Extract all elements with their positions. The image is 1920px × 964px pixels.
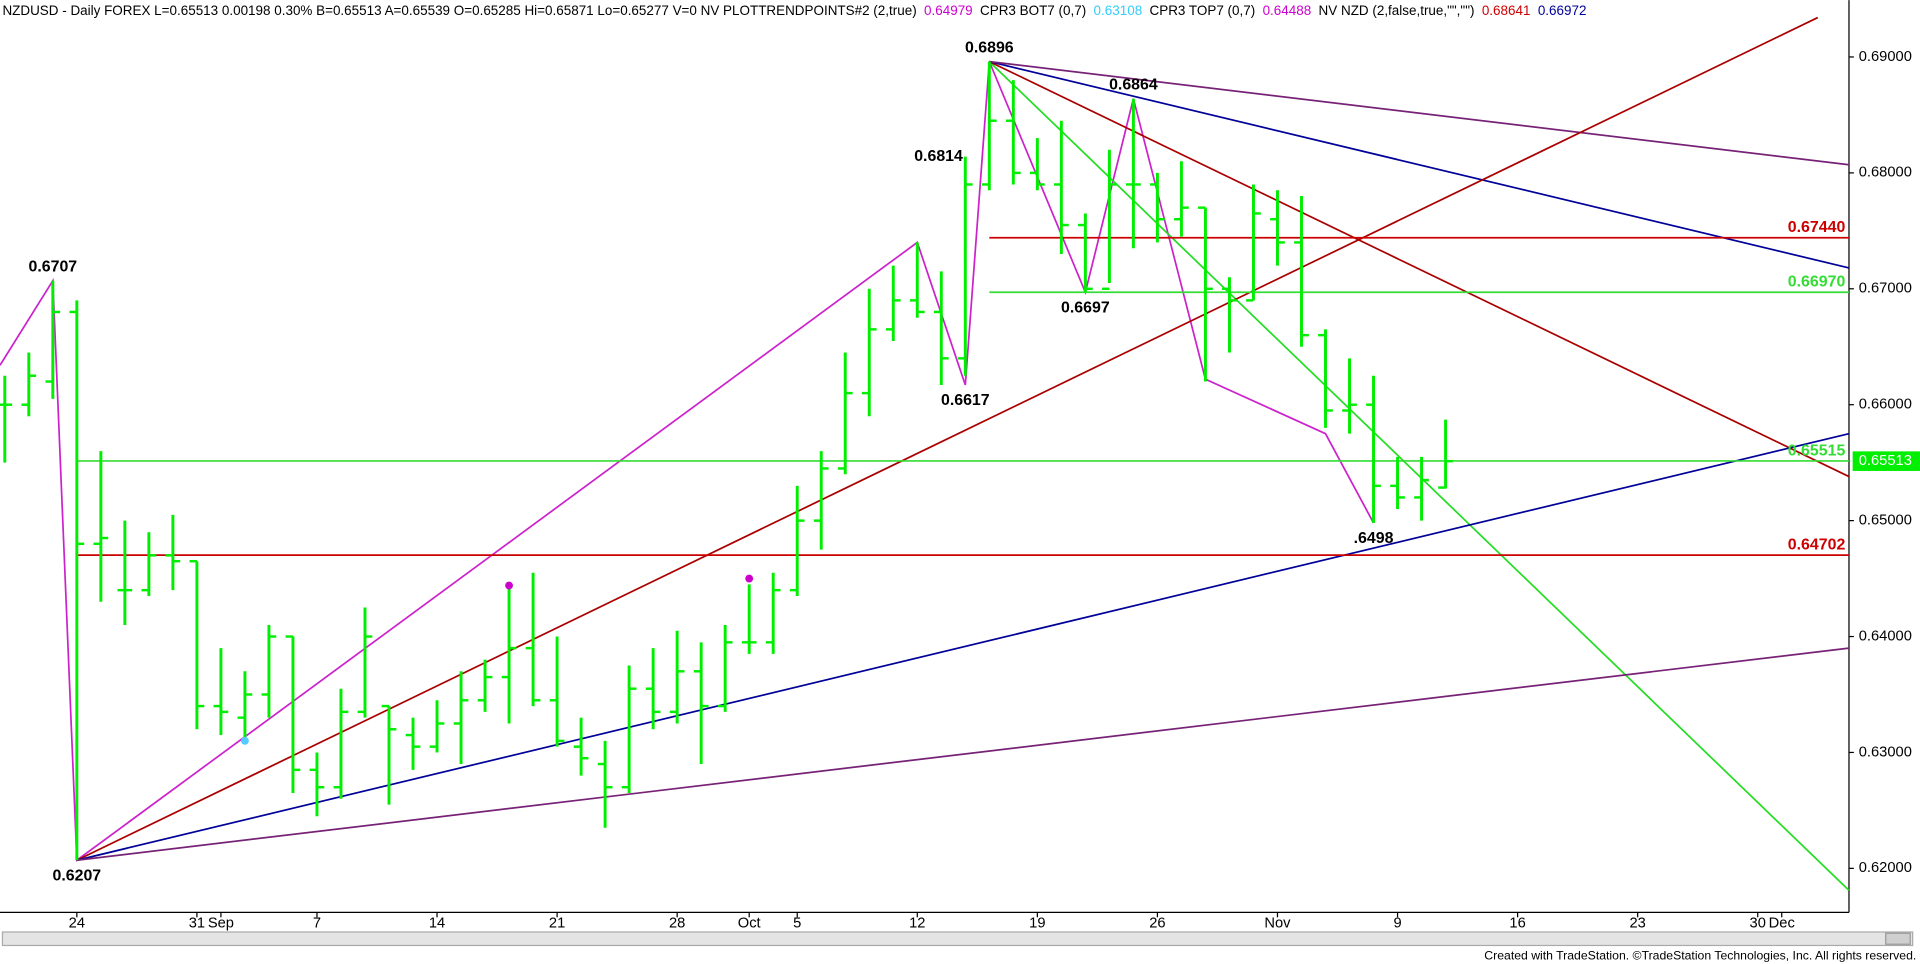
- trend-line: [76, 432, 1850, 862]
- x-tick-label: Dec: [1769, 915, 1795, 931]
- x-tick-label: 9: [1393, 915, 1401, 931]
- x-tick-label: 28: [669, 915, 685, 931]
- last-price-box: [1852, 451, 1920, 471]
- x-tick-label: 16: [1509, 915, 1525, 931]
- point-label: .6498: [1354, 530, 1394, 547]
- trend-line: [76, 647, 1850, 862]
- scrollbar[interactable]: [1, 931, 1914, 947]
- point-label: 0.6864: [1109, 76, 1158, 93]
- point-label: 0.6814: [914, 148, 963, 165]
- header-item: 0.68641: [1482, 3, 1531, 18]
- point-label: 0.6207: [53, 867, 102, 884]
- x-tick-label: 30: [1750, 915, 1766, 931]
- x-tick-label: 7: [313, 915, 321, 931]
- chart-header: NZDUSD - Daily FOREX L=0.65513 0.00198 0…: [2, 3, 1586, 18]
- level-label: 0.67440: [1788, 219, 1846, 236]
- x-tick-label: Sep: [208, 915, 234, 931]
- y-tick-label: 0.68000: [1859, 165, 1912, 181]
- header-item: 0.63108: [1094, 3, 1143, 18]
- x-tick-label: 26: [1149, 915, 1165, 931]
- x-tick-label: 12: [909, 915, 925, 931]
- header-item: 0.64979: [924, 3, 973, 18]
- header-item: CPR3 TOP7 (0,7): [1150, 3, 1256, 18]
- point-label: 0.6896: [965, 39, 1014, 56]
- level-label: 0.65515: [1788, 442, 1846, 459]
- header-item: CPR3 BOT7 (0,7): [980, 3, 1086, 18]
- x-tick-label: 19: [1029, 915, 1045, 931]
- y-tick-label: 0.69000: [1859, 49, 1912, 65]
- trend-line: [989, 60, 1850, 166]
- y-tick-label: 0.67000: [1859, 281, 1912, 297]
- trend-line: [76, 16, 1819, 862]
- footer: Created with TradeStation. ©TradeStation…: [1484, 949, 1916, 963]
- x-tick-label: 31: [189, 915, 205, 931]
- level-label: 0.66970: [1788, 274, 1846, 291]
- x-tick-label: 5: [793, 915, 801, 931]
- y-tick-label: 0.63000: [1859, 744, 1912, 760]
- y-tick-label: 0.64000: [1859, 628, 1912, 644]
- y-tick-label: 0.62000: [1859, 860, 1912, 876]
- header-item: NV NZD (2,false,true,"",""): [1319, 3, 1475, 18]
- x-tick-label: Oct: [738, 915, 761, 931]
- header-item: 0.66972: [1538, 3, 1587, 18]
- y-tick-label: 0.65000: [1859, 512, 1912, 528]
- point-label: 0.6697: [1061, 299, 1110, 316]
- x-tick-label: 24: [69, 915, 85, 931]
- last-price-label: 0.65513: [1859, 453, 1912, 469]
- marker-dot: [505, 581, 513, 590]
- x-tick-label: 14: [429, 915, 445, 931]
- y-tick-label: 0.66000: [1859, 397, 1912, 413]
- x-tick-label: 23: [1629, 915, 1645, 931]
- level-label: 0.64702: [1788, 537, 1846, 554]
- marker-dot: [241, 736, 249, 745]
- point-label: 0.6707: [28, 258, 77, 275]
- scrollbar-thumb[interactable]: [1885, 932, 1911, 945]
- x-tick-label: Nov: [1264, 915, 1291, 931]
- marker-dot: [745, 574, 754, 583]
- header-item: 0.64488: [1263, 3, 1312, 18]
- x-tick-label: 21: [549, 915, 565, 931]
- trend-line: [989, 60, 1850, 269]
- point-label: 0.6617: [941, 392, 990, 409]
- header-item: NZDUSD - Daily FOREX L=0.65513 0.00198 0…: [2, 3, 916, 18]
